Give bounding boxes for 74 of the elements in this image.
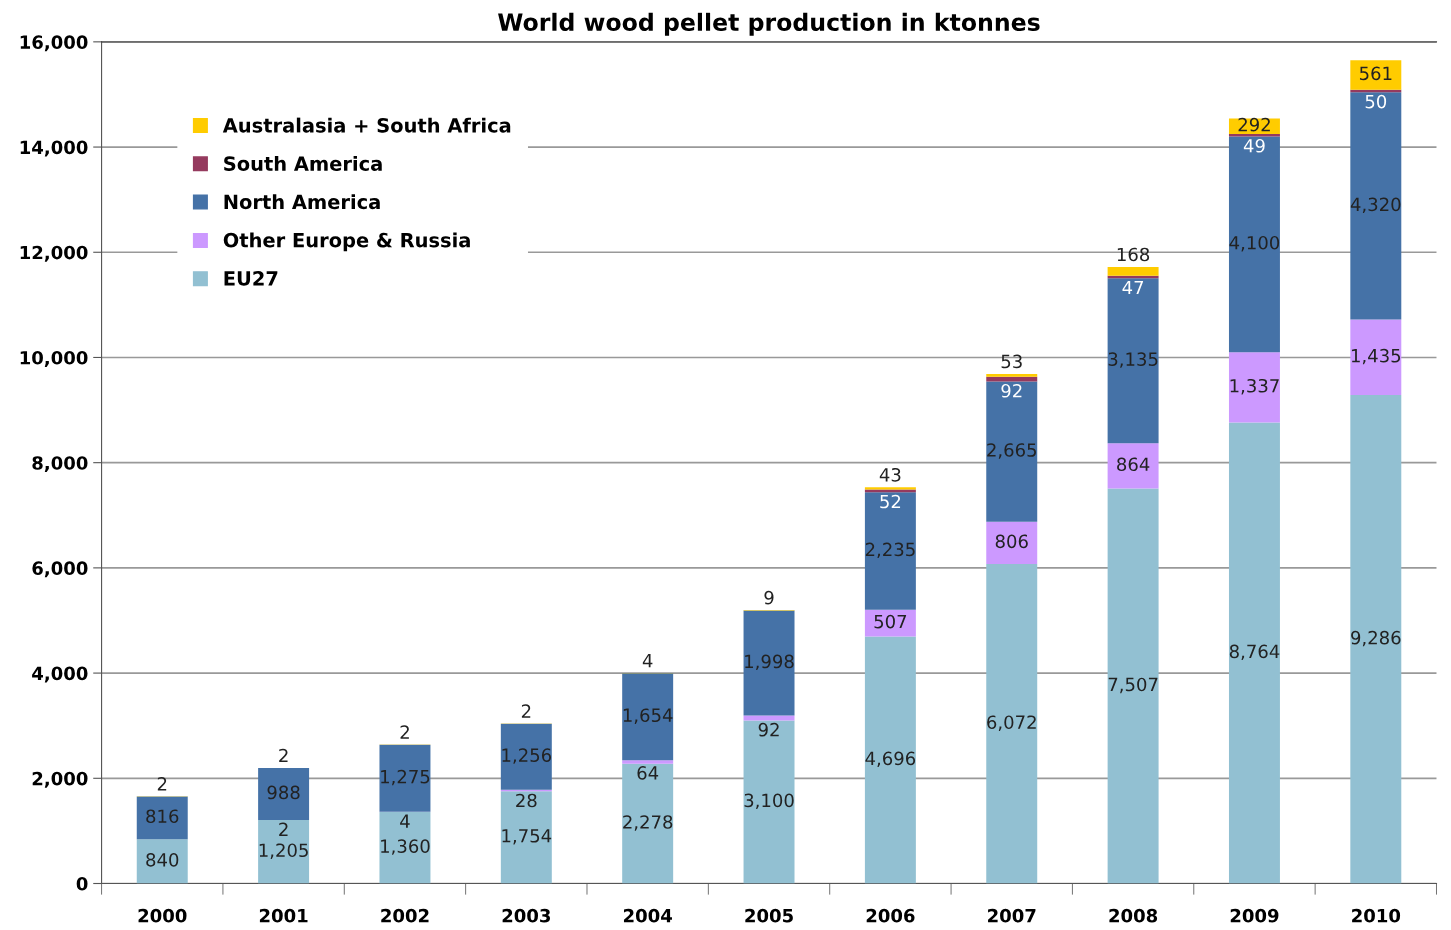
data-label: 50	[1365, 94, 1387, 109]
data-label: 168	[1117, 247, 1150, 262]
data-label: 561	[1359, 66, 1392, 81]
y-tick-label: 0	[76, 876, 88, 891]
data-label: 53	[1001, 354, 1022, 369]
data-label: 1,754	[502, 829, 552, 845]
data-label: 4,100	[1229, 235, 1280, 252]
legend-label: Australasia + South Africa	[222, 117, 511, 133]
data-label: 816	[146, 809, 179, 824]
data-label: 4	[642, 654, 653, 668]
data-label: 1,998	[745, 654, 794, 671]
data-label: 4	[400, 814, 410, 828]
data-label: 2	[279, 748, 288, 763]
y-tick-label: 10,000	[20, 350, 88, 367]
data-label: 1,435	[1351, 348, 1401, 365]
data-label: 47	[1122, 280, 1144, 295]
x-tick-label: 2003	[502, 908, 551, 923]
data-label: 292	[1238, 117, 1270, 132]
legend-label: North America	[224, 194, 380, 210]
data-label: 2	[279, 822, 288, 836]
data-label: 988	[267, 785, 300, 800]
data-label: 806	[995, 534, 1028, 549]
data-label: 507	[874, 614, 907, 629]
data-label: 9	[764, 590, 774, 605]
x-tick-label: 2000	[138, 908, 187, 923]
data-label: 2,235	[865, 542, 915, 559]
data-label: 92	[758, 722, 779, 737]
data-label: 1,275	[381, 769, 430, 786]
data-label: 2	[521, 704, 531, 718]
data-label: 1,256	[502, 748, 552, 764]
data-label: 9,286	[1351, 630, 1401, 647]
data-label: 4,696	[865, 751, 916, 768]
data-label: 49	[1243, 138, 1265, 153]
x-tick-label: 2007	[988, 908, 1036, 923]
x-tick-label: 2005	[745, 908, 793, 923]
data-label: 1,337	[1230, 378, 1279, 395]
chart-title: World wood pellet production in ktonnes	[498, 12, 1040, 36]
data-label: 28	[516, 793, 537, 808]
x-tick-label: 2009	[1230, 908, 1279, 923]
legend-label: EU27	[224, 271, 278, 286]
data-label: 6,072	[987, 715, 1036, 731]
data-label: 8,764	[1229, 644, 1280, 661]
data-label: 92	[1001, 383, 1022, 398]
data-label: 64	[637, 766, 659, 780]
data-label: 1,205	[259, 843, 308, 859]
y-tick-label: 12,000	[20, 245, 88, 262]
data-label: 3,135	[1108, 352, 1158, 368]
data-label: 43	[879, 467, 901, 482]
y-tick-label: 14,000	[20, 140, 88, 157]
x-tick-label: 2001	[259, 908, 308, 923]
data-label: 7,507	[1108, 677, 1158, 694]
data-label: 52	[880, 494, 901, 509]
data-label: 4,320	[1350, 197, 1401, 213]
x-tick-label: 2002	[381, 908, 429, 923]
data-label: 2	[157, 777, 167, 791]
data-label: 864	[1117, 457, 1150, 472]
x-tick-label: 2008	[1109, 908, 1158, 923]
data-label: 3,100	[744, 793, 794, 810]
data-label: 2	[400, 725, 409, 739]
data-label: 1,360	[381, 839, 430, 855]
legend-label: South America	[224, 155, 382, 171]
data-label: 840	[146, 852, 179, 867]
y-tick-label: 4,000	[32, 666, 88, 683]
y-tick-label: 2,000	[32, 771, 88, 788]
y-tick-label: 8,000	[32, 456, 88, 473]
x-tick-label: 2010	[1352, 908, 1401, 923]
data-label: 2,665	[987, 443, 1037, 459]
data-label: 1,654	[623, 708, 673, 724]
x-tick-label: 2006	[866, 908, 915, 923]
legend-label: Other Europe & Russia	[223, 232, 470, 252]
y-tick-label: 6,000	[32, 561, 88, 578]
x-tick-label: 2004	[623, 908, 672, 923]
y-tick-label: 16,000	[20, 35, 88, 52]
data-label: 2,278	[623, 815, 673, 831]
